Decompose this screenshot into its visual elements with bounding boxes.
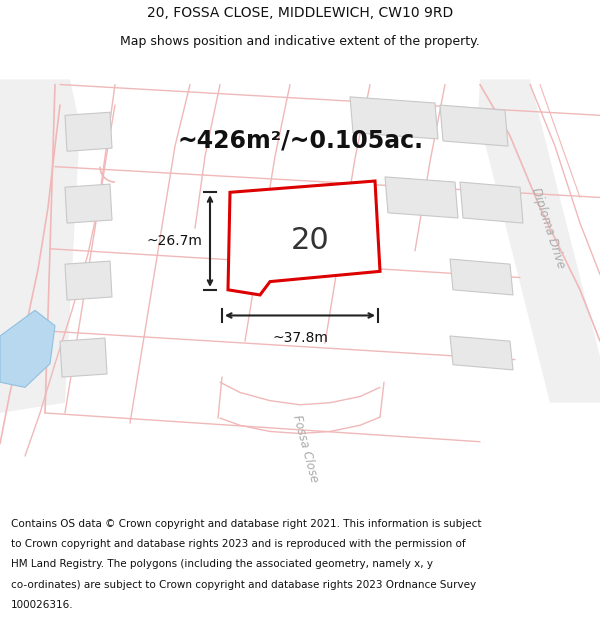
- Text: Fossa Close: Fossa Close: [290, 414, 320, 484]
- Polygon shape: [65, 261, 112, 300]
- Text: 100026316.: 100026316.: [11, 600, 73, 610]
- Text: ~26.7m: ~26.7m: [146, 234, 202, 248]
- Text: Diploma Drive: Diploma Drive: [529, 186, 567, 270]
- Text: Contains OS data © Crown copyright and database right 2021. This information is : Contains OS data © Crown copyright and d…: [11, 519, 481, 529]
- Polygon shape: [460, 182, 523, 223]
- Polygon shape: [65, 184, 112, 223]
- Polygon shape: [440, 105, 508, 146]
- Polygon shape: [450, 336, 513, 370]
- Text: to Crown copyright and database rights 2023 and is reproduced with the permissio: to Crown copyright and database rights 2…: [11, 539, 466, 549]
- Polygon shape: [0, 311, 55, 388]
- Polygon shape: [450, 259, 513, 295]
- Text: 20: 20: [290, 226, 329, 255]
- Polygon shape: [228, 181, 380, 295]
- Text: co-ordinates) are subject to Crown copyright and database rights 2023 Ordnance S: co-ordinates) are subject to Crown copyr…: [11, 579, 476, 589]
- Polygon shape: [385, 177, 458, 218]
- Text: 20, FOSSA CLOSE, MIDDLEWICH, CW10 9RD: 20, FOSSA CLOSE, MIDDLEWICH, CW10 9RD: [147, 6, 453, 21]
- Polygon shape: [350, 97, 438, 139]
- Text: Map shows position and indicative extent of the property.: Map shows position and indicative extent…: [120, 36, 480, 48]
- Polygon shape: [0, 79, 80, 413]
- Text: ~426m²/~0.105ac.: ~426m²/~0.105ac.: [177, 129, 423, 153]
- Polygon shape: [60, 338, 107, 377]
- Text: HM Land Registry. The polygons (including the associated geometry, namely x, y: HM Land Registry. The polygons (includin…: [11, 559, 433, 569]
- Text: ~37.8m: ~37.8m: [272, 331, 328, 345]
- Polygon shape: [65, 112, 112, 151]
- Polygon shape: [478, 79, 600, 402]
